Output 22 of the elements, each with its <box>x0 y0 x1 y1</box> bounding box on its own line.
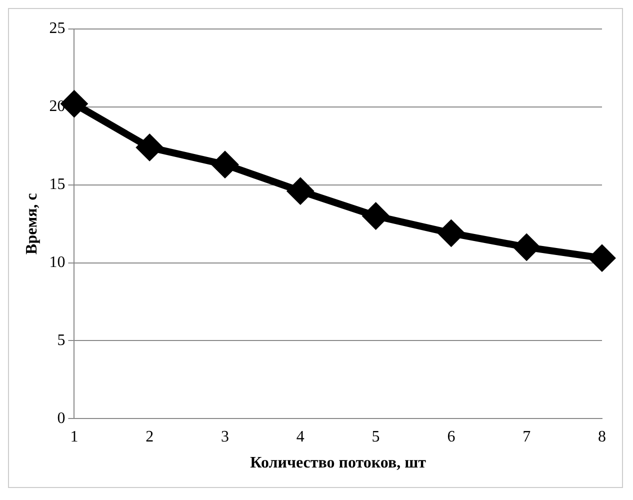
y-tick-label: 10 <box>49 254 66 271</box>
point <box>514 234 540 260</box>
point <box>288 178 313 204</box>
point <box>590 246 614 271</box>
x-tick-label: 6 <box>447 428 456 446</box>
x-tick-label: 1 <box>70 428 78 446</box>
point <box>212 152 238 178</box>
point <box>438 220 464 246</box>
x-tick-label: 3 <box>221 428 229 446</box>
y-tick-label: 0 <box>57 410 66 427</box>
y-tick-label: 5 <box>57 332 66 349</box>
x-tick-label: 4 <box>296 428 304 446</box>
point <box>137 134 162 160</box>
y-tick-label: 15 <box>49 176 66 194</box>
x-tick-label: 7 <box>522 428 531 446</box>
point <box>363 204 388 229</box>
y-tick-label: 25 <box>49 20 66 38</box>
x-axis-title: Количество потоков, шт <box>250 454 426 472</box>
x-tick-label: 2 <box>146 428 154 446</box>
x-tick-label: 8 <box>598 428 606 446</box>
y-axis-title: Время, с <box>24 193 41 254</box>
x-tick-label: 5 <box>372 428 380 446</box>
